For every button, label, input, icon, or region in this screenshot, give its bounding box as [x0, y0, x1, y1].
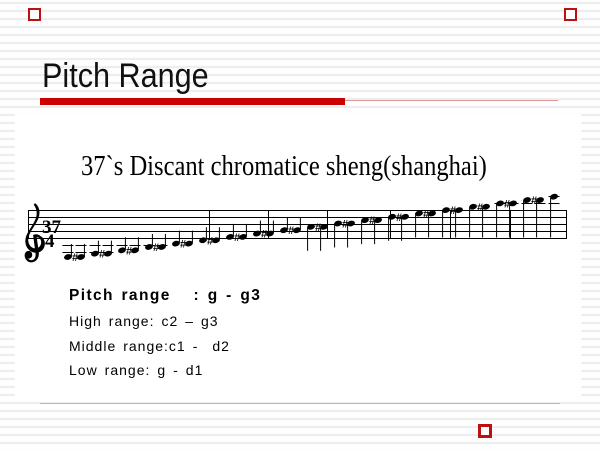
svg-text:#: #: [288, 225, 294, 237]
svg-text:4: 4: [45, 231, 55, 252]
svg-text:#: #: [180, 239, 186, 251]
svg-text:#: #: [99, 249, 105, 261]
svg-text:#: #: [450, 205, 456, 217]
svg-text:#: #: [72, 252, 78, 264]
svg-text:37: 37: [42, 217, 62, 238]
svg-text:#: #: [369, 215, 375, 227]
svg-text:#: #: [477, 202, 483, 214]
svg-text:#: #: [153, 242, 159, 254]
svg-text:#: #: [261, 229, 267, 241]
svg-text:#: #: [531, 195, 537, 207]
svg-text:#: #: [234, 232, 240, 244]
svg-text:#: #: [315, 222, 321, 234]
svg-text:#: #: [207, 235, 213, 247]
svg-text:#: #: [342, 219, 348, 231]
svg-text:#: #: [126, 245, 132, 257]
svg-text:#: #: [423, 208, 429, 220]
svg-text:#: #: [504, 198, 510, 210]
svg-text:#: #: [396, 212, 402, 224]
